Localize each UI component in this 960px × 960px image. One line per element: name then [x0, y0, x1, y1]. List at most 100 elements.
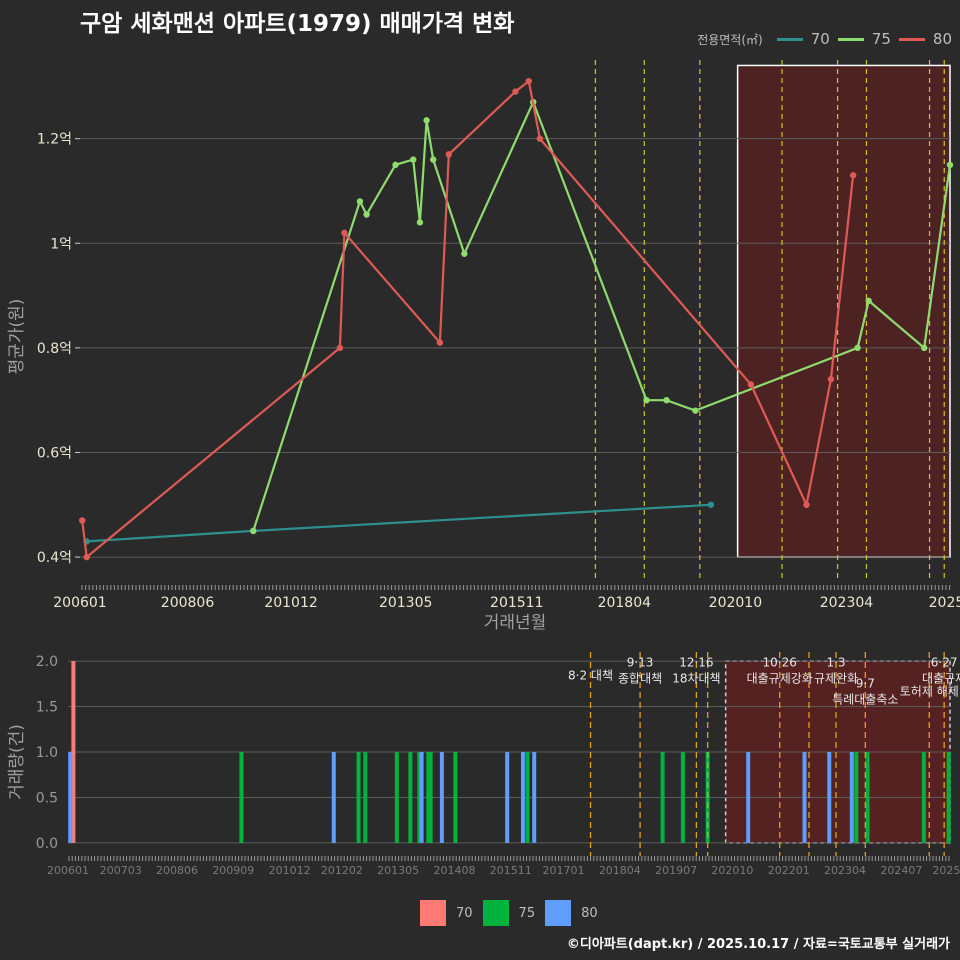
footer-credit: ©디아파트(dapt.kr) / 2025.10.17 / 자료=국토교통부 실… — [566, 937, 950, 952]
bar-75 — [854, 752, 859, 843]
bar-80 — [827, 752, 832, 843]
x-tick-label: 201511 — [490, 864, 532, 877]
x-tick-label: 201804 — [599, 864, 641, 877]
x-tick-label: 201202 — [321, 864, 363, 877]
data-point-75 — [643, 396, 650, 404]
bar-75 — [239, 752, 244, 843]
data-point-80 — [83, 553, 90, 561]
legend-bottom-label-70: 70 — [456, 905, 473, 921]
data-point-75 — [692, 407, 699, 414]
x-tick-label: 201511 — [490, 595, 543, 611]
bar-80 — [849, 752, 854, 843]
bar-70 — [71, 661, 76, 843]
y-tick-label: 1억 — [50, 236, 72, 252]
x-tick-label: 200909 — [212, 864, 254, 877]
bar-80 — [532, 752, 537, 843]
legend-top: 전용면적(㎡) 70 75 80 — [697, 30, 952, 48]
policy-annotation: 18차대책 — [672, 671, 720, 686]
policy-annotation: 대출규제강화 — [747, 672, 813, 686]
highlight-box — [736, 64, 951, 558]
data-point-80 — [849, 172, 857, 179]
x-tick-label: 202010 — [709, 595, 762, 611]
data-point-80 — [747, 381, 755, 388]
y-tick-label: 0.8억 — [37, 341, 72, 357]
data-point-80 — [536, 135, 544, 142]
y-tick-label: 0.6억 — [37, 445, 72, 461]
data-point-80 — [336, 344, 344, 352]
y-tick-label: 0.5 — [36, 790, 58, 806]
legend-bottom-label-75: 75 — [518, 905, 536, 921]
data-point-75 — [865, 297, 872, 305]
policy-annotation: 12·16 — [679, 656, 713, 670]
x-tick-label: 201408 — [433, 864, 475, 877]
data-point-75 — [854, 344, 861, 352]
bar-80 — [520, 752, 525, 843]
x-tick-label: 201305 — [379, 595, 432, 611]
y-tick-label: 0.4억 — [37, 550, 72, 566]
y-tick-label: 1.2억 — [37, 132, 72, 148]
data-point-70 — [707, 501, 715, 508]
x-tick-label: 2025 — [929, 595, 960, 611]
bar-75 — [417, 752, 422, 843]
data-point-75 — [946, 161, 954, 169]
policy-annotation: 10·26 — [763, 656, 797, 670]
policy-annotation: 6·27 — [931, 656, 958, 670]
data-point-75 — [423, 117, 430, 124]
y-tick-label: 0.0 — [36, 836, 58, 852]
x-tick-label: 201012 — [269, 864, 311, 877]
legend-top-item-75: 75 — [837, 30, 891, 48]
bar-75 — [680, 752, 685, 843]
legend-bottom-item-70: 70 — [420, 900, 473, 926]
x-axis-title: 거래년월 — [484, 613, 547, 633]
data-point-80 — [341, 229, 348, 237]
policy-annotation: 종합대책 — [618, 671, 662, 686]
bar-75 — [426, 752, 431, 843]
x-tick-label: 200806 — [161, 595, 215, 611]
bar-75 — [363, 752, 368, 843]
legend-bottom: 70 75 80 — [420, 900, 608, 926]
policy-annotation: 규제완화 — [814, 672, 858, 686]
x-tick-label: 200601 — [47, 864, 89, 877]
legend-bottom-label-80: 80 — [581, 905, 598, 921]
data-point-80 — [525, 77, 532, 85]
x-tick-label: 201804 — [598, 595, 652, 611]
data-point-75 — [430, 156, 437, 163]
bar-75 — [525, 752, 530, 843]
bar-80 — [419, 752, 424, 843]
policy-annotation: 8·2 대책 — [568, 667, 613, 682]
data-point-75 — [461, 250, 468, 257]
data-point-80 — [512, 88, 519, 95]
data-point-75 — [392, 161, 399, 169]
legend-bottom-swatch-70 — [420, 900, 446, 926]
data-point-75 — [416, 219, 424, 226]
y-tick-label: 2.0 — [36, 654, 58, 670]
legend-top-swatch-70 — [776, 37, 803, 41]
data-point-80 — [803, 501, 810, 508]
x-tick-label: 201907 — [655, 864, 697, 877]
bar-80 — [439, 752, 444, 843]
data-point-75 — [410, 156, 417, 163]
data-point-80 — [827, 376, 835, 383]
x-tick-label: 202304 — [824, 864, 866, 877]
x-tick-label: 202010 — [711, 864, 753, 877]
policy-annotation: 9·7 — [856, 677, 875, 691]
x-tick-label: 202304 — [820, 595, 874, 611]
x-tick-label: 2025 — [932, 864, 960, 877]
legend-top-item-80: 80 — [898, 30, 952, 48]
legend-top-label-70: 70 — [810, 30, 830, 48]
bar-75 — [428, 752, 433, 843]
legend-top-label-80: 80 — [932, 30, 952, 48]
x-tick-label: 202407 — [880, 864, 922, 877]
bar-80 — [331, 752, 336, 843]
bar-80 — [68, 752, 73, 843]
x-tick-label: 201701 — [543, 864, 585, 877]
series-line-70 — [86, 503, 711, 543]
policy-annotation: 9·13 — [627, 656, 654, 670]
x-tick-label: 201305 — [377, 864, 419, 877]
data-point-80 — [436, 339, 444, 346]
data-point-75 — [356, 198, 364, 205]
bar-75 — [453, 752, 458, 843]
data-point-75 — [363, 211, 370, 218]
y-tick-label: 1.5 — [36, 700, 58, 716]
